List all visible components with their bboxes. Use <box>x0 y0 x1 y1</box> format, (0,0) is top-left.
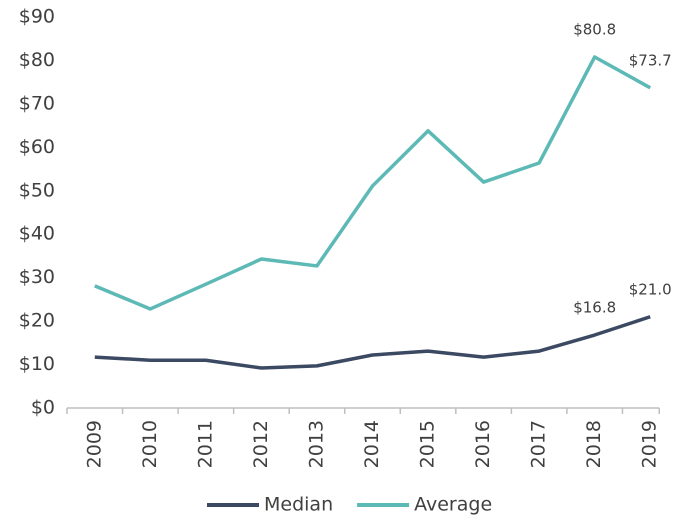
data-label: $16.8 <box>573 299 616 317</box>
x-tick-label: 2009 <box>83 420 105 468</box>
line-series <box>94 315 651 370</box>
legend-label: Average <box>414 494 492 516</box>
legend-label: Median <box>264 494 333 516</box>
x-tick-label: 2016 <box>472 420 494 468</box>
x-tick-label: 2012 <box>250 420 272 468</box>
y-tick-label: $30 <box>19 266 55 288</box>
y-tick-label: $20 <box>19 310 55 332</box>
y-tick-label: $0 <box>31 397 55 419</box>
x-tick-label: 2018 <box>583 420 605 468</box>
y-tick-label: $80 <box>19 49 55 71</box>
x-tick-label: 2010 <box>139 420 161 468</box>
y-tick-label: $90 <box>19 6 55 28</box>
x-tick-label: 2013 <box>305 420 327 468</box>
x-tick-label: 2017 <box>528 420 550 468</box>
y-tick-label: $10 <box>19 353 55 375</box>
data-label: $73.7 <box>629 51 672 69</box>
y-tick-label: $70 <box>19 92 55 114</box>
y-tick-label: $60 <box>19 136 55 158</box>
x-tick-label: 2019 <box>639 420 661 468</box>
data-label: $21.0 <box>629 280 672 298</box>
x-tick-label: 2011 <box>194 420 216 468</box>
line-series <box>94 55 652 311</box>
y-tick-label: $50 <box>19 179 55 201</box>
y-tick-label: $40 <box>19 223 55 245</box>
data-label: $80.8 <box>573 20 616 38</box>
x-tick-label: 2015 <box>417 420 439 468</box>
x-tick-label: 2014 <box>361 420 383 468</box>
